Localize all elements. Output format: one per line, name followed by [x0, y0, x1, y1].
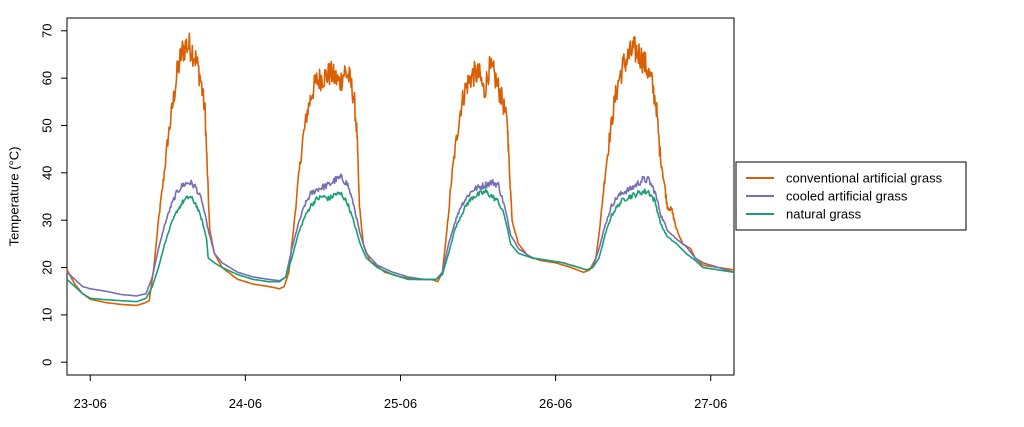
legend-label: cooled artificial grass [786, 189, 908, 204]
x-tick-label: 25-06 [384, 396, 417, 411]
y-tick-label: 60 [40, 71, 55, 85]
y-tick-label: 20 [40, 260, 55, 274]
legend-label: natural grass [786, 207, 862, 222]
legend: conventional artificial grass cooled arti… [735, 161, 967, 231]
x-tick-label: 23-06 [74, 396, 107, 411]
series-line-1 [66, 32, 735, 307]
y-tick-label: 30 [40, 213, 55, 227]
x-axis: 23-06 24-06 25-06 26-06 27-06 [74, 374, 727, 411]
legend-box [735, 161, 967, 231]
y-tick-label: 70 [40, 24, 55, 38]
series-line-2 [66, 173, 735, 297]
y-tick-label: 40 [40, 166, 55, 180]
plot-frame [66, 17, 735, 376]
y-tick-label: 50 [40, 118, 55, 132]
legend-label: conventional artificial grass [786, 171, 943, 186]
series-line-3 [66, 188, 735, 303]
x-tick-label: 27-06 [694, 396, 727, 411]
series-lines [66, 32, 735, 307]
y-tick-label: 10 [40, 308, 55, 322]
x-tick-label: 26-06 [539, 396, 572, 411]
y-tick-label: 0 [40, 359, 55, 366]
y-axis-title: Temperature (°C) [7, 147, 22, 247]
x-tick-label: 24-06 [229, 396, 262, 411]
y-axis: 0 10 20 30 40 50 60 70 [40, 24, 68, 366]
